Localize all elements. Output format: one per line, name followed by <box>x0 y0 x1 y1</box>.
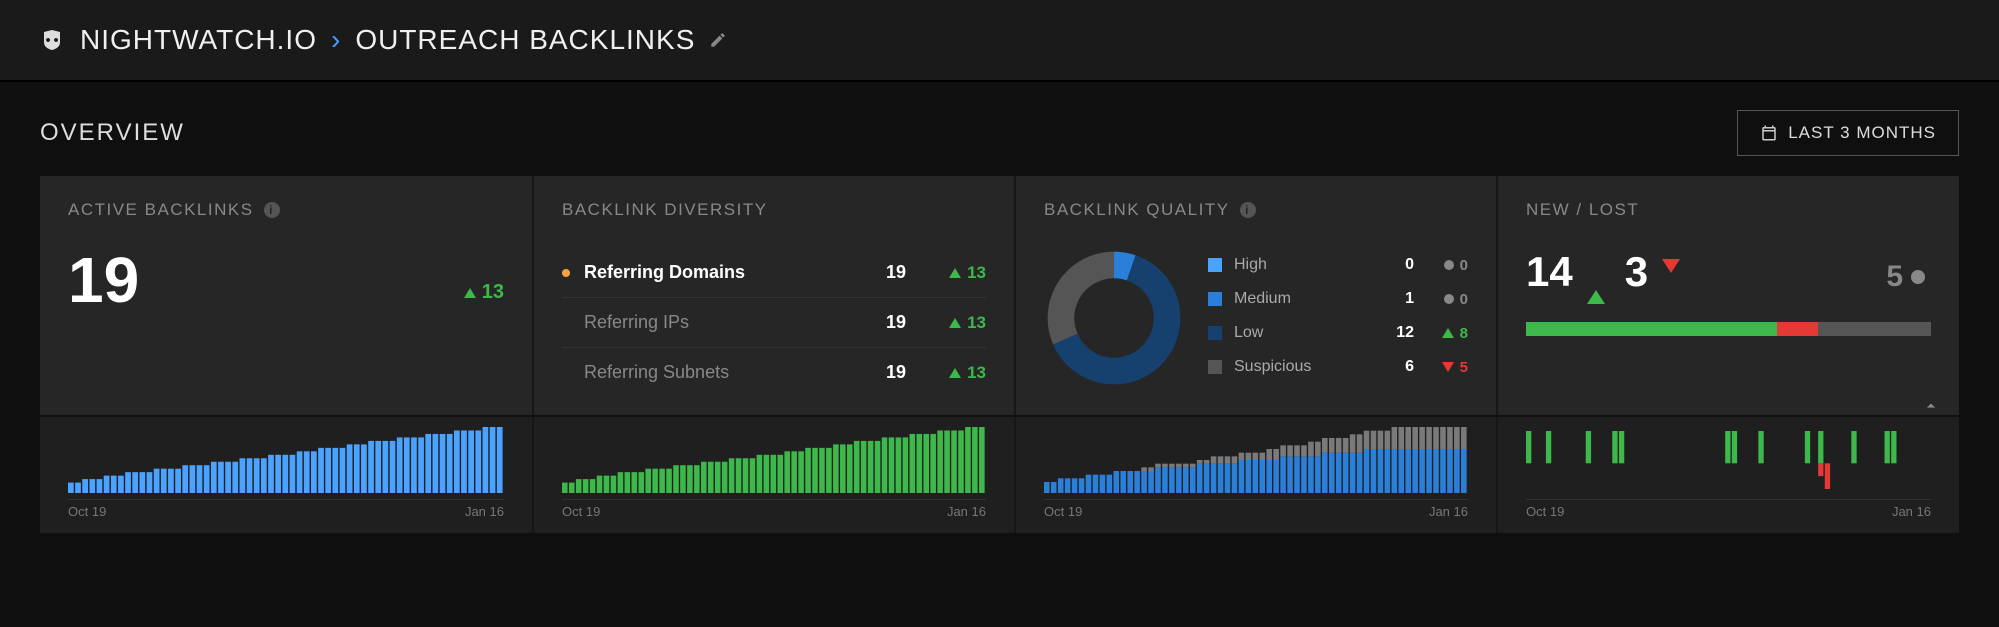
info-icon[interactable]: i <box>264 202 280 218</box>
diversity-row[interactable]: Referring Domains 19 13 <box>562 248 986 298</box>
newlost-other: 5 <box>1886 260 1903 294</box>
quality-delta: 0 <box>1414 291 1468 308</box>
chart-newlost: Oct 19Jan 16 <box>1498 417 1959 533</box>
breadcrumb-separator: › <box>331 24 341 56</box>
quality-label: High <box>1234 256 1382 274</box>
charts-row: Oct 19Jan 16 Oct 19Jan 16 Oct 19Jan 16 O… <box>0 415 1999 533</box>
edit-icon[interactable] <box>709 24 727 56</box>
breadcrumb-home[interactable]: NIGHTWATCH.IO <box>80 24 317 56</box>
diversity-label: Referring Subnets <box>584 362 856 383</box>
swatch-icon <box>1208 258 1222 272</box>
swatch-icon <box>1208 292 1222 306</box>
diversity-value: 19 <box>856 262 906 283</box>
breadcrumb: NIGHTWATCH.IO › OUTREACH BACKLINKS <box>80 24 727 56</box>
quality-delta: 8 <box>1414 325 1468 342</box>
diversity-delta: 13 <box>906 263 986 283</box>
newlost-new: 14 <box>1526 248 1573 296</box>
bullet-icon <box>562 319 570 327</box>
quality-donut <box>1044 248 1184 388</box>
breadcrumb-current: OUTREACH BACKLINKS <box>355 24 695 56</box>
bar-segment <box>1777 322 1818 336</box>
panel-title: BACKLINK DIVERSITY <box>562 200 986 220</box>
quality-row: Medium 1 0 <box>1208 282 1468 316</box>
date-range-button[interactable]: LAST 3 MONTHS <box>1737 110 1959 156</box>
chart-diversity: Oct 19Jan 16 <box>534 417 1016 533</box>
swatch-icon <box>1208 326 1222 340</box>
newlost-bar <box>1526 322 1931 336</box>
quality-value: 1 <box>1382 290 1414 308</box>
panel-active-backlinks: ACTIVE BACKLINKS i 19 13 <box>40 176 534 415</box>
logo-icon <box>40 28 64 52</box>
section-title: OVERVIEW <box>40 119 185 147</box>
chart-active-backlinks: Oct 19Jan 16 <box>40 417 534 533</box>
diversity-label: Referring IPs <box>584 312 856 333</box>
newlost-lost: 3 <box>1625 248 1648 296</box>
bullet-icon <box>562 269 570 277</box>
chart-quality: Oct 19Jan 16 <box>1016 417 1498 533</box>
panel-title: NEW / LOST <box>1526 200 1931 220</box>
diversity-row[interactable]: Referring Subnets 19 13 <box>562 348 986 397</box>
quality-row: Suspicious 6 5 <box>1208 350 1468 384</box>
panel-title: BACKLINK QUALITY i <box>1044 200 1468 220</box>
up-icon <box>1587 273 1611 291</box>
panel-diversity: BACKLINK DIVERSITY Referring Domains 19 … <box>534 176 1016 415</box>
expand-icon[interactable] <box>1921 396 1941 421</box>
quality-value: 0 <box>1382 256 1414 274</box>
active-backlinks-delta: 13 <box>464 281 504 304</box>
quality-label: Medium <box>1234 290 1382 308</box>
quality-row: Low 12 8 <box>1208 316 1468 350</box>
quality-delta: 0 <box>1414 257 1468 274</box>
bar-segment <box>1526 322 1777 336</box>
section-header: OVERVIEW LAST 3 MONTHS <box>0 82 1999 176</box>
bullet-icon <box>562 369 570 377</box>
quality-label: Suspicious <box>1234 358 1382 376</box>
dot-icon <box>1911 270 1925 284</box>
diversity-delta: 13 <box>906 313 986 333</box>
diversity-label: Referring Domains <box>584 262 856 283</box>
quality-label: Low <box>1234 324 1382 342</box>
diversity-delta: 13 <box>906 363 986 383</box>
diversity-value: 19 <box>856 362 906 383</box>
active-backlinks-value: 19 <box>68 248 139 312</box>
date-range-label: LAST 3 MONTHS <box>1788 123 1936 143</box>
diversity-value: 19 <box>856 312 906 333</box>
quality-row: High 0 0 <box>1208 248 1468 282</box>
header: NIGHTWATCH.IO › OUTREACH BACKLINKS <box>0 0 1999 82</box>
panel-newlost: NEW / LOST 14 3 5 <box>1498 176 1959 415</box>
info-icon[interactable]: i <box>1240 202 1256 218</box>
quality-value: 6 <box>1382 358 1414 376</box>
calendar-icon <box>1760 124 1778 142</box>
swatch-icon <box>1208 360 1222 374</box>
quality-value: 12 <box>1382 324 1414 342</box>
diversity-row[interactable]: Referring IPs 19 13 <box>562 298 986 348</box>
bar-segment <box>1818 322 1931 336</box>
panel-title: ACTIVE BACKLINKS i <box>68 200 504 220</box>
panel-quality: BACKLINK QUALITY i High 0 0 Medium 1 0 L… <box>1016 176 1498 415</box>
down-icon <box>1662 273 1686 291</box>
panels-row: ACTIVE BACKLINKS i 19 13 BACKLINK DIVERS… <box>0 176 1999 415</box>
quality-delta: 5 <box>1414 359 1468 376</box>
